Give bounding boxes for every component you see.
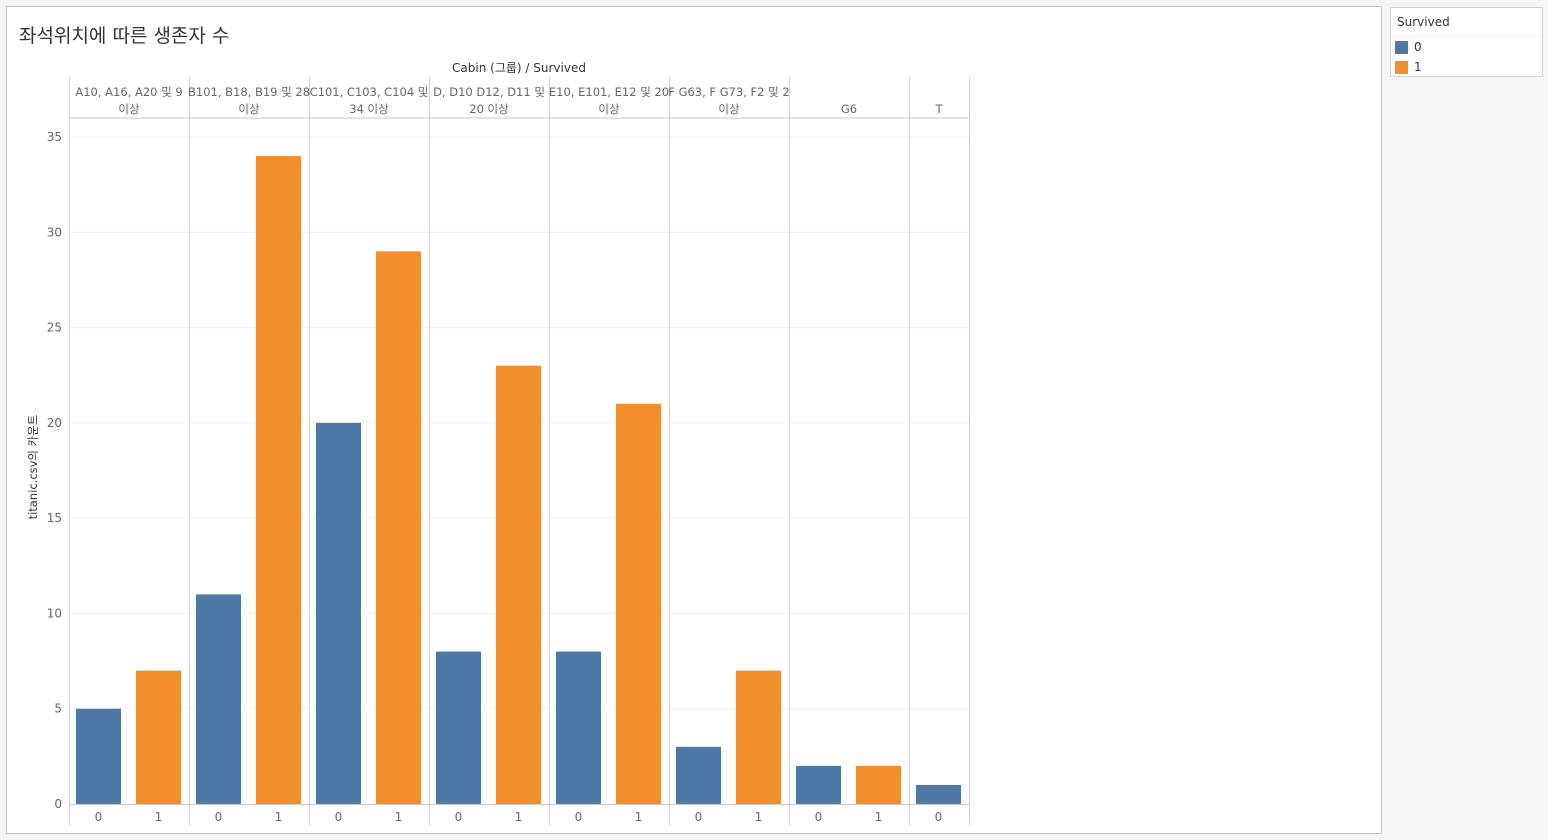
bar [796,765,841,804]
group-header-label: G6 [841,102,857,116]
y-tick-label: 30 [47,225,62,239]
x-tick-label: 0 [935,810,943,824]
y-tick-label: 10 [47,606,62,620]
x-tick-label: 0 [695,810,703,824]
bar [856,765,901,804]
x-tick-label: 1 [275,810,283,824]
bar [76,708,121,804]
x-tick-label: 1 [155,810,163,824]
group-header-label: 34 이상 [349,102,389,116]
bar [256,156,301,805]
chart-title: 좌석위치에 따른 생존자 수 [19,25,230,47]
x-tick-label: 1 [515,810,523,824]
bar [676,746,721,804]
group-header-label: 이상 [598,102,620,116]
legend-title: Survived [1391,8,1542,37]
bar [376,251,421,805]
x-tick-label: 0 [815,810,823,824]
group-header-label: 20 이상 [469,102,509,116]
bar [316,422,361,804]
y-tick-label: 15 [47,511,62,525]
group-header-label: T [934,102,943,116]
bar [736,670,781,804]
x-tick-label: 1 [395,810,403,824]
x-tick-label: 0 [215,810,223,824]
bar [136,670,181,804]
legend-swatch-0 [1395,40,1408,54]
x-tick-label: 0 [335,810,343,824]
legend-label-1: 1 [1414,60,1422,74]
group-header-label: 이상 [118,102,140,116]
x-tick-label: 0 [95,810,103,824]
bar [616,403,661,804]
worksheet: 좌석위치에 따른 생존자 수 Cabin (그룹) / Survived A10,… [6,6,1382,834]
y-tick-label: 35 [47,130,62,144]
legend-swatch-1 [1395,60,1408,74]
header-title: Cabin (그룹) / Survived [452,61,586,75]
legend[interactable]: Survived 0 1 [1390,7,1543,77]
legend-label-0: 0 [1414,40,1422,54]
group-header-label: D, D10 D12, D11 및 [433,85,545,99]
x-tick-label: 1 [635,810,643,824]
group-header-label: C101, C103, C104 및 [310,85,429,99]
y-tick-label: 20 [47,416,62,430]
bar [496,365,541,804]
bar [556,651,601,804]
group-header-label: B101, B18, B19 및 28 [188,85,310,99]
y-tick-label: 25 [47,321,62,335]
legend-item-1[interactable]: 1 [1391,57,1542,77]
y-tick-label: 0 [54,797,62,811]
x-tick-label: 0 [575,810,583,824]
bar-chart: Cabin (그룹) / Survived A10, A16, A20 및 9 이상… [26,61,970,825]
bar [436,651,481,804]
bar [196,594,241,804]
x-tick-label: 0 [455,810,463,824]
x-tick-label: 1 [875,810,883,824]
x-tick-label: 1 [755,810,763,824]
legend-item-0[interactable]: 0 [1391,37,1542,57]
bar [916,784,961,804]
group-header-label: 이상 [238,102,260,116]
y-axis-label: titanic.csv의 카운트 [26,415,40,520]
group-header-label: E10, E101, E12 및 20 [549,85,669,99]
group-header-label: F G63, F G73, F2 및 2 [668,85,789,99]
group-header-label: 이상 [718,102,740,116]
y-tick-label: 5 [54,702,62,716]
group-header-label: A10, A16, A20 및 9 [75,85,182,99]
